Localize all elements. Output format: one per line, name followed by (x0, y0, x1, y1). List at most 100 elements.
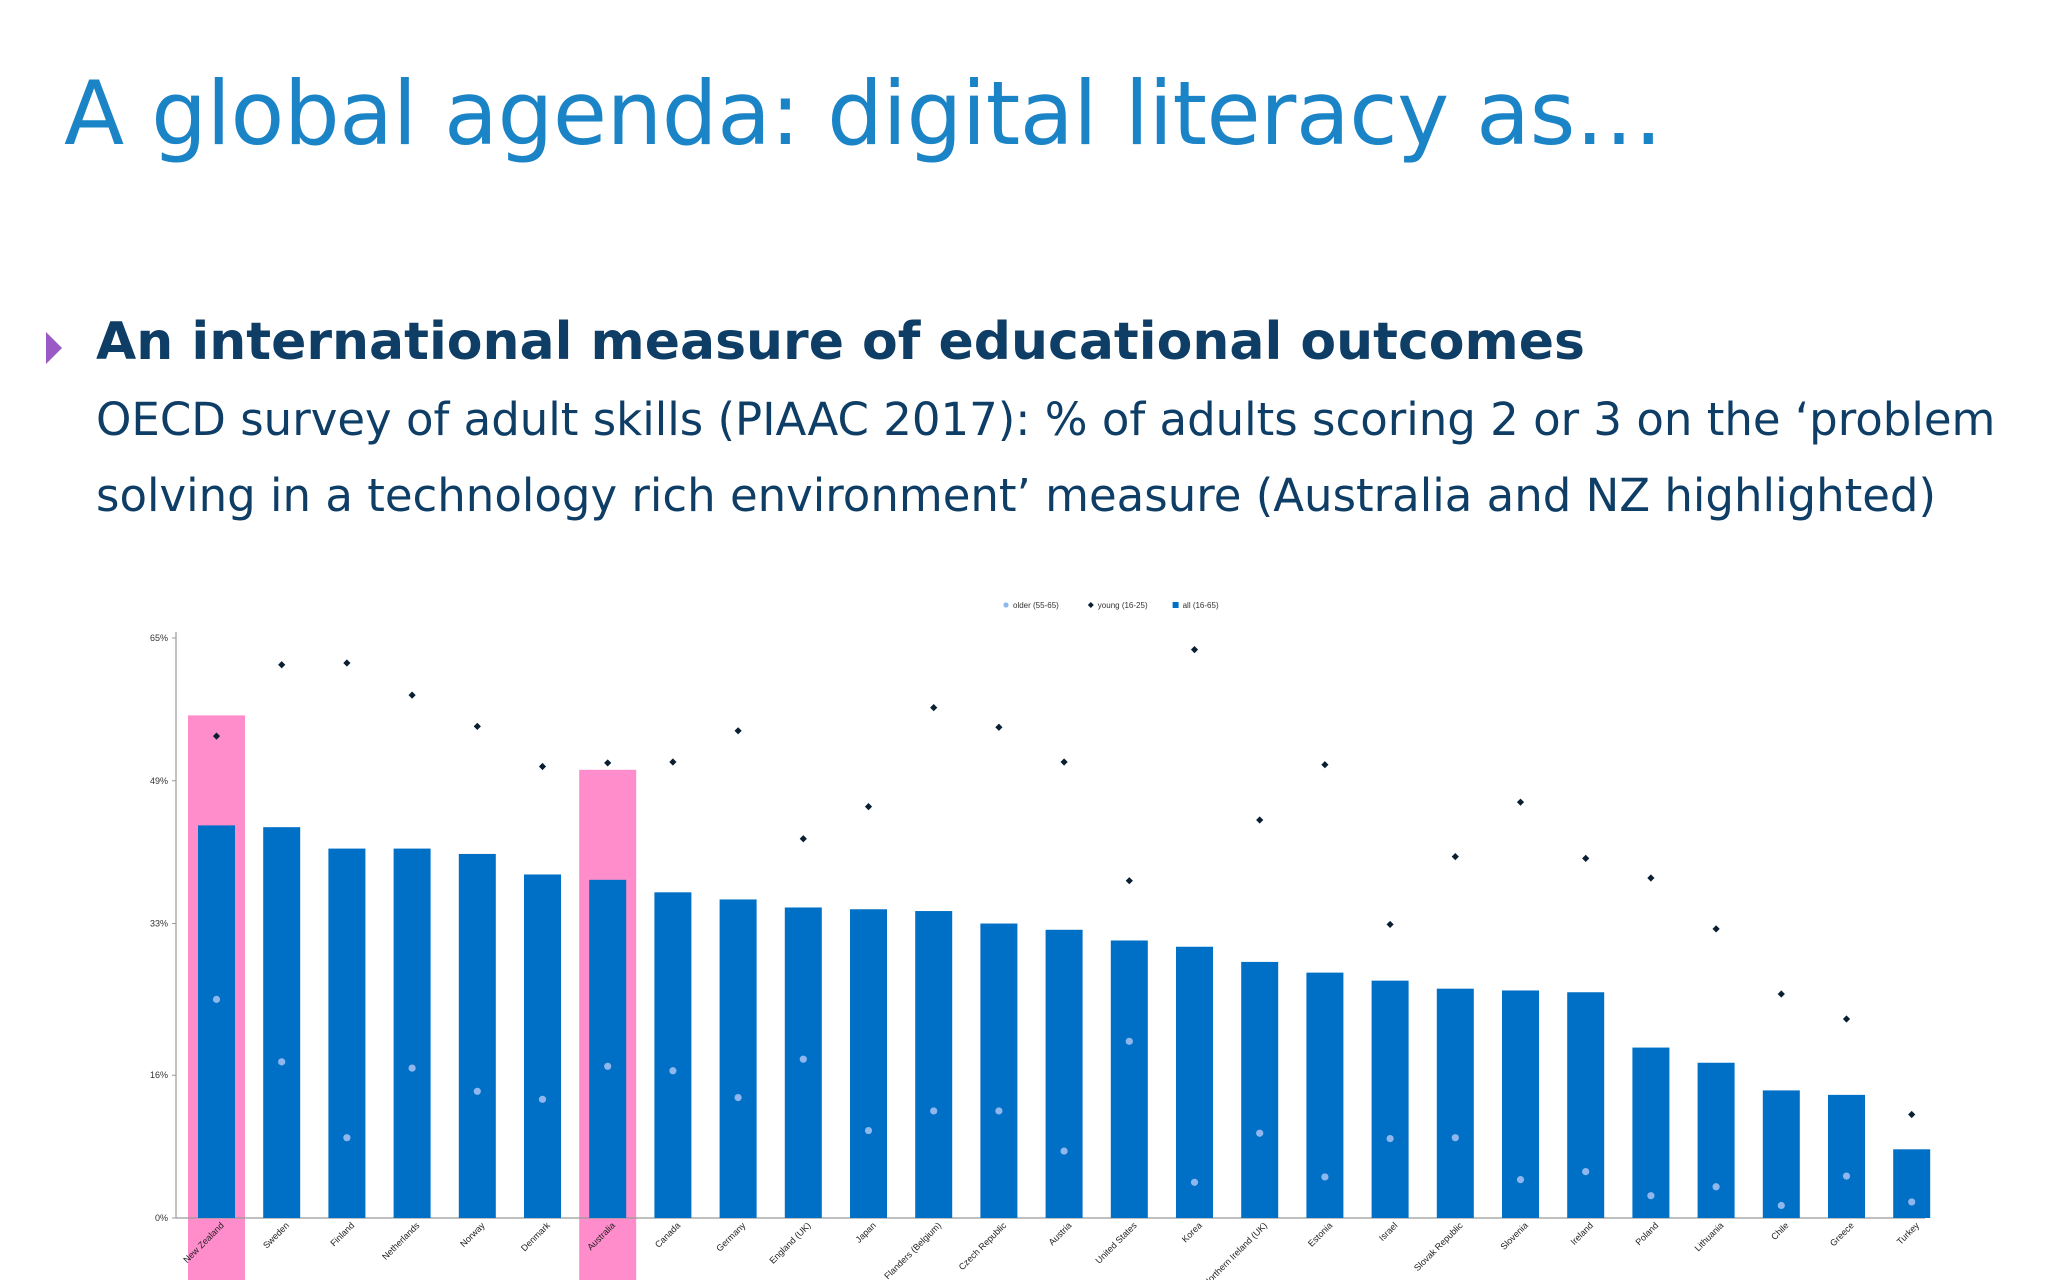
x-tick-label: Poland (1633, 1220, 1660, 1247)
bullet-body-line: solving in a technology rich environment… (96, 469, 1937, 522)
point-young (1712, 925, 1720, 933)
y-tick-label: 16% (150, 1070, 168, 1080)
x-tick-label: Slovak Republic (1412, 1220, 1465, 1273)
point-young (1777, 990, 1785, 998)
x-tick-label: Lithuania (1693, 1220, 1726, 1253)
bar-all (328, 848, 366, 1218)
point-young (1060, 758, 1068, 766)
slide-title: A global agenda: digital literacy as… (64, 62, 1663, 165)
point-young (669, 758, 677, 766)
point-older (408, 1064, 416, 1072)
x-tick-label: Finland (328, 1220, 356, 1248)
point-young (1647, 874, 1655, 882)
bar-all (915, 911, 953, 1218)
bar-all (1567, 992, 1605, 1218)
bar-all (1632, 1047, 1670, 1218)
point-young (995, 723, 1003, 731)
x-tick-label: Slovenia (1498, 1220, 1529, 1251)
bar-all (263, 827, 301, 1218)
point-young (1321, 761, 1329, 769)
point-young (538, 762, 547, 771)
bar-all (1110, 940, 1148, 1218)
point-young (1386, 920, 1394, 929)
x-tick-label: Greece (1828, 1220, 1856, 1248)
x-tick-label: Denmark (519, 1220, 552, 1253)
point-young (212, 732, 221, 740)
point-older (1451, 1134, 1459, 1142)
point-young (1451, 853, 1459, 861)
point-older (538, 1095, 547, 1103)
point-older (669, 1067, 677, 1075)
y-tick-label: 65% (150, 633, 168, 643)
legend-marker-young (1087, 602, 1094, 608)
point-older (930, 1107, 938, 1115)
point-young (1582, 854, 1590, 862)
bullet-arrow-icon (46, 332, 62, 364)
point-young (278, 661, 286, 669)
point-older (604, 1062, 612, 1070)
bar-all (458, 853, 496, 1218)
x-tick-label: Germany (714, 1220, 748, 1254)
bar-all (1045, 929, 1083, 1218)
x-tick-label: England (UK) (767, 1220, 812, 1265)
x-tick-label: Turkey (1895, 1220, 1922, 1247)
point-older (278, 1058, 286, 1066)
point-young (1190, 646, 1199, 654)
point-young (1516, 798, 1525, 806)
point-young (799, 835, 807, 843)
point-older (1908, 1198, 1916, 1206)
y-tick-label: 0% (155, 1213, 168, 1223)
point-older (799, 1055, 807, 1063)
x-tick-label: Czech Republic (957, 1220, 1009, 1272)
bar-all (654, 892, 692, 1218)
point-older (1386, 1134, 1394, 1143)
point-older (995, 1107, 1003, 1115)
point-older (1516, 1176, 1525, 1184)
point-older (1842, 1172, 1851, 1180)
bullet-body-line: OECD survey of adult skills (PIAAC 2017)… (96, 393, 1996, 446)
bullet-body: OECD survey of adult skills (PIAAC 2017)… (96, 382, 1996, 534)
point-young (604, 759, 612, 767)
bar-all (1241, 961, 1279, 1218)
point-young (1256, 816, 1264, 824)
point-older (1125, 1037, 1133, 1045)
x-tick-label: Sweden (261, 1220, 291, 1250)
x-tick-label: Northern Ireland (UK) (1201, 1220, 1269, 1280)
point-young (1125, 877, 1133, 885)
bullet-heading: An international measure of educational … (96, 312, 1585, 372)
x-tick-label: Flanders (Belgium) (882, 1220, 943, 1280)
legend-label: young (16-25) (1098, 601, 1148, 610)
point-older (734, 1093, 742, 1102)
point-young (473, 722, 481, 730)
x-tick-label: Canada (653, 1220, 682, 1249)
x-tick-label: Estonia (1306, 1220, 1334, 1248)
bar-all (198, 825, 235, 1218)
bar-all (980, 923, 1018, 1218)
point-older (1256, 1129, 1264, 1137)
bar-all (1828, 1094, 1865, 1218)
point-older (1647, 1192, 1655, 1200)
point-older (473, 1087, 481, 1095)
point-older (1712, 1183, 1720, 1191)
bar-all (1762, 1090, 1800, 1218)
x-tick-label: Korea (1180, 1220, 1204, 1244)
legend-marker-all (1172, 602, 1179, 608)
point-older (1321, 1173, 1329, 1181)
point-young (408, 691, 416, 699)
legend-marker-older (1003, 602, 1009, 608)
oecd-piaac-chart: 0%16%33%49%65%New Zealand Sweden Finland Ne… (150, 601, 1931, 1280)
point-older (1582, 1168, 1590, 1176)
legend-label: all (16-65) (1183, 601, 1219, 610)
bar-all (1893, 1149, 1931, 1218)
point-young (1908, 1110, 1916, 1119)
bar-all (850, 909, 887, 1218)
bar-all (393, 848, 431, 1218)
bar-all (589, 879, 627, 1218)
bar-all (524, 874, 561, 1218)
point-older (343, 1134, 351, 1142)
x-tick-label: Israel (1377, 1220, 1400, 1243)
x-tick-label: Ireland (1569, 1220, 1596, 1247)
point-young (734, 727, 742, 735)
x-tick-label: Norway (458, 1220, 487, 1249)
bar-all (1502, 990, 1539, 1218)
